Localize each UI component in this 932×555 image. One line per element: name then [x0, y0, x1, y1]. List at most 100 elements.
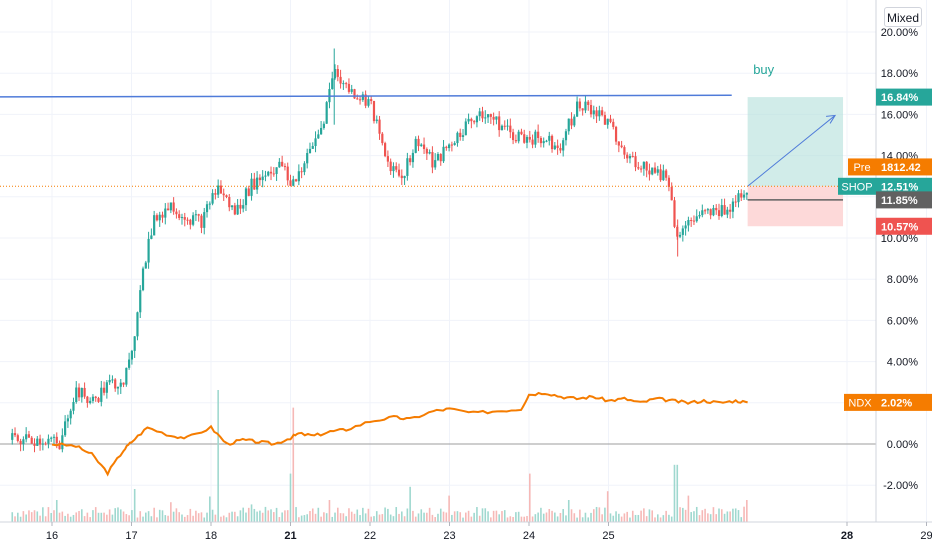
candle-body: [531, 139, 534, 145]
candle-body: [172, 202, 175, 212]
candle-body: [55, 436, 58, 444]
candle-body: [228, 196, 231, 208]
candle-body: [448, 144, 451, 149]
candle-body: [575, 101, 579, 117]
candle-body: [16, 435, 19, 441]
candle-body: [687, 220, 690, 226]
candle-body: [370, 99, 373, 101]
candle-body: [58, 443, 61, 450]
candle-body: [358, 99, 362, 101]
candle-body: [13, 433, 17, 436]
candle-body: [86, 396, 89, 403]
candle-body: [503, 125, 506, 127]
candle-body: [425, 149, 428, 154]
candle-body: [514, 140, 517, 142]
candle-body: [690, 220, 693, 222]
candle-body: [69, 410, 72, 419]
drawing-overlay[interactable]: [0, 94, 876, 187]
candle-body: [136, 312, 139, 337]
candle-body: [470, 118, 473, 122]
candle-body: [392, 166, 395, 172]
candle-body: [564, 131, 568, 141]
candle-body: [192, 215, 195, 225]
candle-body: [386, 156, 389, 162]
candle-body: [361, 94, 364, 100]
candle-body: [592, 110, 595, 115]
candle-body: [275, 167, 278, 174]
candle-body: [331, 78, 334, 90]
series-name-tag: [838, 177, 876, 195]
candle-body: [459, 132, 462, 137]
candle-body: [537, 131, 540, 138]
candle-body: [706, 209, 709, 211]
candle-body: [211, 193, 214, 204]
candle-body: [283, 166, 287, 168]
candle-body: [548, 135, 551, 141]
axis-value-label: 10.57%: [881, 221, 919, 233]
candle-body: [428, 152, 431, 154]
candle-body: [91, 396, 95, 401]
candle-body: [617, 141, 620, 146]
candle-body: [528, 136, 531, 140]
candle-body: [50, 437, 53, 439]
scale-mode-button[interactable]: Mixed: [884, 7, 922, 27]
candle-body: [128, 359, 131, 368]
candle-body: [553, 145, 556, 150]
candle-body: [189, 219, 192, 225]
candle-body: [333, 69, 337, 79]
candle-body: [378, 119, 381, 134]
candle-body: [740, 193, 743, 198]
candle-body: [559, 147, 562, 151]
candle-body: [303, 163, 306, 173]
candle-body: [147, 238, 150, 263]
candle-body: [461, 135, 465, 137]
volume-bars: [11, 390, 748, 522]
candle-body: [105, 382, 108, 393]
candle-body: [41, 443, 44, 445]
candle-body: [25, 434, 28, 440]
candle-body: [500, 125, 504, 131]
candle-body: [545, 140, 548, 142]
candle-body: [631, 156, 634, 158]
candle-body: [506, 125, 509, 127]
candle-body: [375, 119, 378, 122]
candle-body: [720, 205, 723, 217]
candle-body: [356, 98, 359, 100]
candle-body: [723, 205, 726, 215]
candle-body: [22, 439, 25, 445]
candle-body: [233, 205, 236, 215]
candle-body: [77, 387, 81, 398]
candle-body: [606, 118, 609, 125]
candle-body: [225, 195, 228, 197]
candle-body: [612, 121, 615, 127]
candle-body: [550, 135, 554, 150]
y-tick-label: 8.00%: [887, 274, 918, 286]
candle-body: [489, 114, 492, 117]
candle-body: [300, 171, 303, 173]
candle-body: [205, 204, 209, 213]
candle-body: [347, 83, 351, 92]
candle-body: [436, 154, 440, 161]
candle-body: [38, 438, 42, 445]
candle-body: [573, 116, 576, 126]
ndx-line: [51, 391, 748, 477]
candle-body: [66, 418, 69, 422]
candle-body: [350, 89, 353, 92]
candle-body: [453, 143, 456, 145]
x-axis[interactable]: 1617182122232425282930: [0, 521, 932, 542]
candle-body: [562, 140, 565, 151]
position-tool[interactable]: buy: [747, 62, 844, 227]
candle-body: [659, 169, 662, 181]
candle-body: [100, 387, 103, 402]
y-axis[interactable]: 20.00%18.00%16.00%14.00%12.00%10.00%8.00…: [875, 0, 918, 522]
candle-body: [634, 156, 637, 168]
candle-body: [581, 108, 584, 111]
target-arrow-line: [747, 115, 836, 187]
axis-value-tag: [876, 177, 932, 195]
candle-body: [628, 156, 632, 159]
y-tick-label: 0.00%: [887, 439, 918, 451]
candle-body: [278, 161, 281, 168]
series-name-tag: [848, 158, 876, 176]
